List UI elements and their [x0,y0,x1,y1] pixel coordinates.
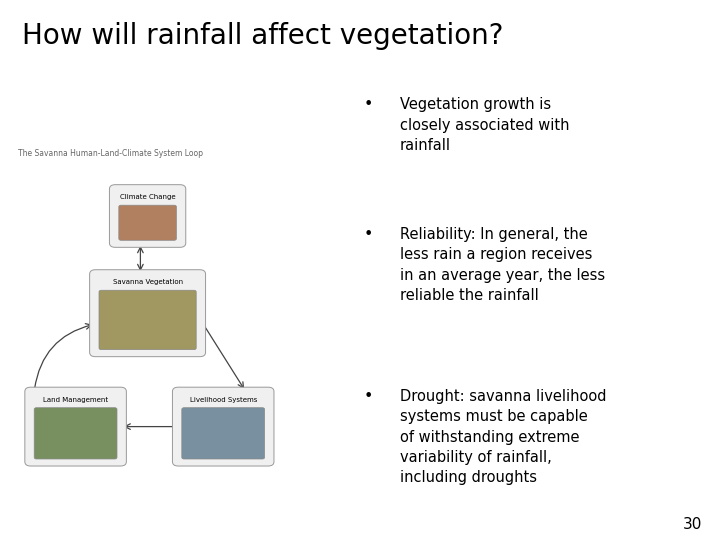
FancyBboxPatch shape [34,408,117,459]
FancyBboxPatch shape [109,185,186,247]
FancyBboxPatch shape [119,205,176,240]
FancyBboxPatch shape [173,387,274,466]
FancyBboxPatch shape [89,270,206,357]
Text: Vegetation growth is
closely associated with
rainfall: Vegetation growth is closely associated … [400,97,569,153]
Text: •: • [364,227,373,242]
Text: Climate Change: Climate Change [120,194,176,200]
FancyBboxPatch shape [99,291,196,350]
Text: 30: 30 [683,517,702,532]
Text: •: • [364,389,373,404]
Text: Livelihood Systems: Livelihood Systems [189,397,257,403]
Text: Land Management: Land Management [43,397,108,403]
Text: How will rainfall affect vegetation?: How will rainfall affect vegetation? [22,22,503,50]
FancyBboxPatch shape [181,408,265,459]
Text: Reliability: In general, the
less rain a region receives
in an average year, the: Reliability: In general, the less rain a… [400,227,605,303]
Text: Drought: savanna livelihood
systems must be capable
of withstanding extreme
vari: Drought: savanna livelihood systems must… [400,389,606,485]
Text: •: • [364,97,373,112]
FancyBboxPatch shape [24,387,127,466]
Text: Savanna Vegetation: Savanna Vegetation [112,279,183,286]
Text: The Savanna Human-Land-Climate System Loop: The Savanna Human-Land-Climate System Lo… [18,148,203,158]
